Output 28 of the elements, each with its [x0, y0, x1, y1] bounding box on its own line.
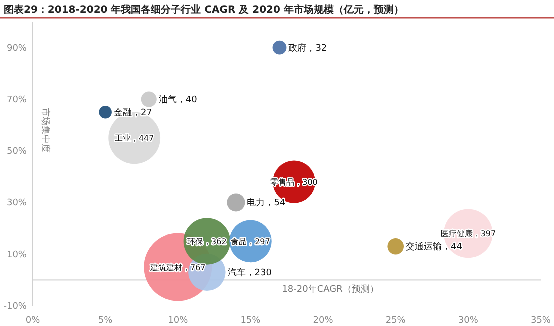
y-tick-label: 50% [6, 147, 28, 158]
data-label: 工业，447 [114, 134, 154, 144]
x-tick-label: 10% [168, 316, 189, 326]
data-label: 汽车，230 [228, 267, 272, 278]
y-tick-label: -10% [4, 302, 28, 312]
data-label: 政府，32 [288, 42, 328, 54]
y-tick-label: 30% [6, 198, 28, 209]
y-axis-title: 市场集中度 [40, 108, 51, 153]
data-label: 金融，27 [114, 107, 152, 118]
data-label: 环保，362 [188, 237, 227, 246]
y-tick-label: 10% [6, 250, 28, 260]
x-tick-label: 5% [98, 316, 114, 326]
data-label: 交通运输，44 [406, 242, 463, 253]
x-axis-title: 18-20年CAGR（预测） [282, 284, 379, 295]
y-tick-label: 70% [6, 95, 28, 106]
data-label: 建筑建材，767 [150, 263, 206, 272]
x-tick-label: 15% [240, 316, 262, 326]
data-label: 医疗健康，397 [440, 230, 496, 239]
chart-title: 图表29：2018-2020 年我国各细分子行业 CAGR 及 2020 年市场规模（亿元，预测） [4, 4, 404, 16]
x-tick-label: 30% [458, 316, 479, 326]
x-tick-label: 25% [386, 316, 406, 326]
data-label: 油气，40 [158, 94, 198, 106]
data-label: 电力，54 [247, 198, 286, 209]
y-tick-label: 90% [6, 44, 28, 54]
x-tick-label: 35% [530, 316, 552, 326]
x-tick-label: 20% [313, 316, 334, 326]
data-label: 食品，297 [231, 237, 270, 246]
x-tick-label: 0% [26, 316, 41, 326]
